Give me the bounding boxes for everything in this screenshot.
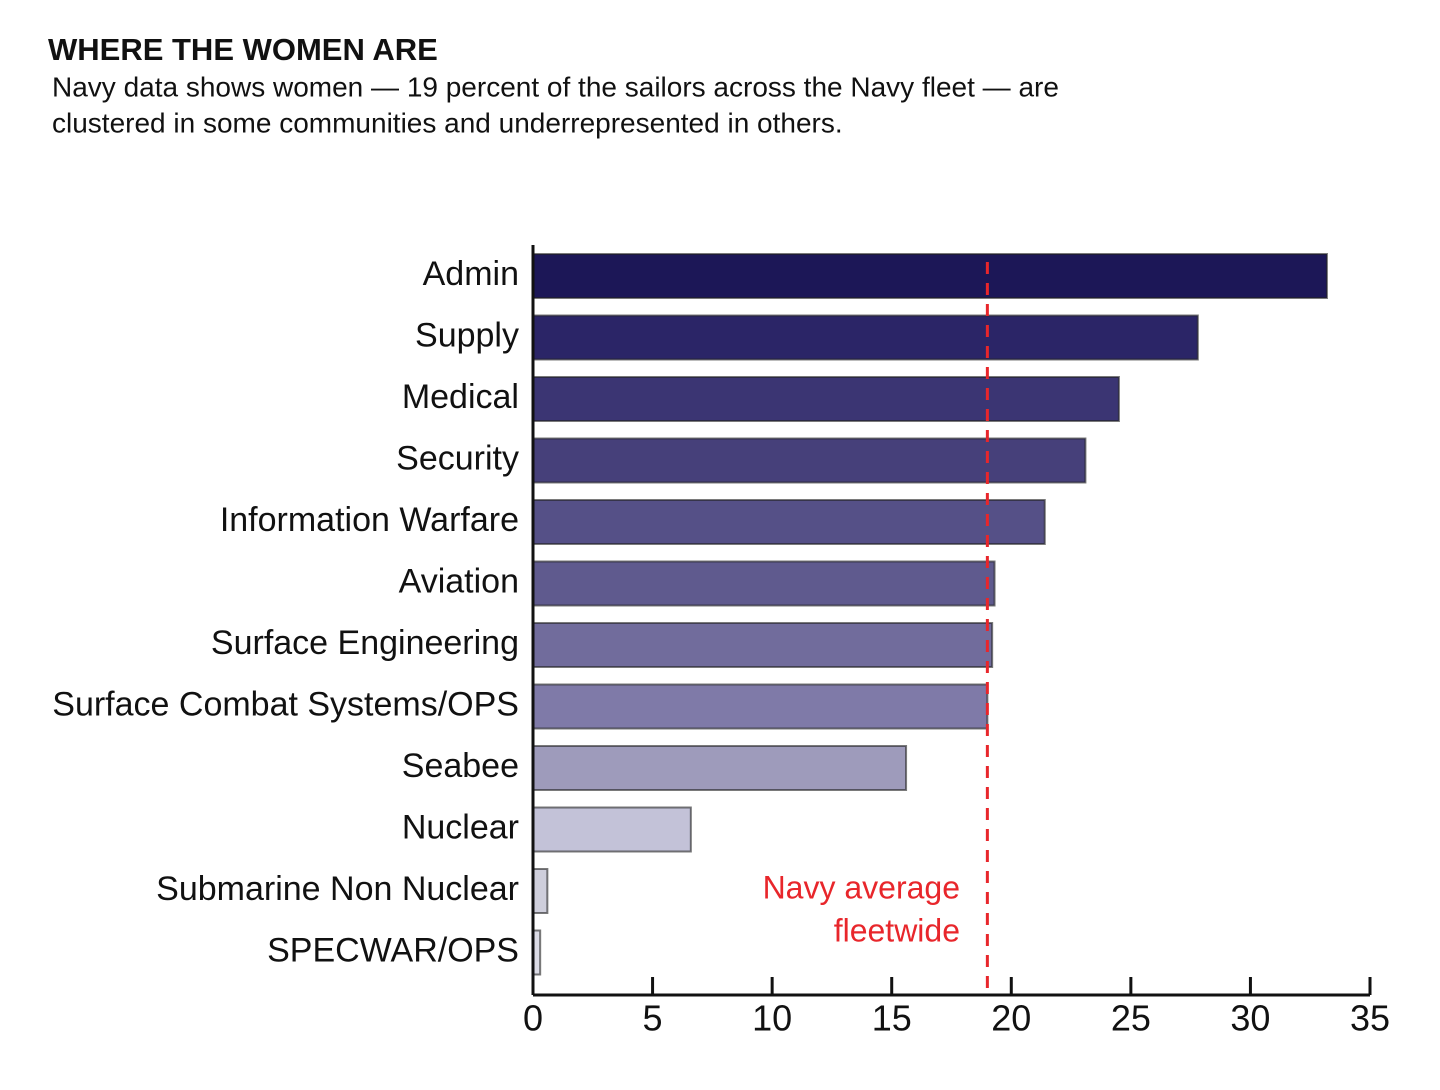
category-label: Seabee <box>402 747 519 785</box>
reference-label: Navy average <box>763 869 960 905</box>
x-tick-label: 20 <box>991 998 1031 1039</box>
category-label: Surface Engineering <box>211 624 519 662</box>
category-label: Submarine Non Nuclear <box>156 870 519 908</box>
x-tick-label: 15 <box>872 998 912 1039</box>
category-label: Information Warfare <box>220 501 519 539</box>
category-label: Aviation <box>399 562 519 600</box>
category-label: Medical <box>402 378 519 416</box>
bar <box>532 868 549 914</box>
bar <box>532 683 989 730</box>
category-label: Surface Combat Systems/OPS <box>52 685 519 723</box>
bar <box>532 376 1120 422</box>
bar <box>532 499 1046 545</box>
x-tick-label: 10 <box>752 998 792 1039</box>
bar <box>532 437 1087 484</box>
category-label: Nuclear <box>402 808 519 846</box>
category-label: Security <box>396 439 519 477</box>
subtitle: Navy data shows women — 19 percent of th… <box>52 71 1059 102</box>
category-label: Admin <box>423 255 519 293</box>
bar <box>532 314 1199 361</box>
x-tick-label: 35 <box>1350 998 1390 1039</box>
x-tick-label: 0 <box>523 998 543 1039</box>
bar <box>532 560 996 607</box>
category-label: Supply <box>415 316 519 354</box>
bar <box>532 745 908 791</box>
bar <box>532 622 994 668</box>
x-tick-label: 5 <box>643 998 663 1039</box>
bar <box>532 253 1328 299</box>
category-label: SPECWAR/OPS <box>267 931 519 969</box>
bar <box>532 806 692 853</box>
x-tick-label: 25 <box>1111 998 1151 1039</box>
x-tick-label: 30 <box>1230 998 1270 1039</box>
reference-label: fleetwide <box>834 912 960 948</box>
subtitle: clustered in some communities and underr… <box>52 107 843 138</box>
chart-title: WHERE THE WOMEN ARE <box>48 32 438 67</box>
